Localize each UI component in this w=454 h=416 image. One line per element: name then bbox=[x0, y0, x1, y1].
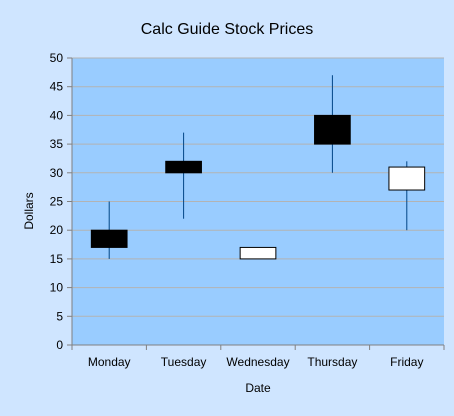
y-tick-label: 10 bbox=[50, 281, 64, 295]
x-tick-label: Friday bbox=[390, 355, 423, 369]
chart-title: Calc Guide Stock Prices bbox=[141, 21, 314, 38]
y-tick-label: 25 bbox=[50, 195, 64, 209]
candle-body bbox=[90, 229, 128, 248]
x-tick-label: Monday bbox=[88, 355, 131, 369]
candle-body bbox=[165, 160, 202, 174]
gridlines bbox=[72, 57, 444, 346]
y-tick-label: 50 bbox=[50, 51, 64, 65]
candles bbox=[90, 75, 426, 260]
y-tick-label: 20 bbox=[50, 223, 64, 237]
axes: 0 5 10 15 20 25 30 35 40 45 50 Monday Tuesday Wednesd… bbox=[50, 51, 445, 369]
y-tick-label: 5 bbox=[56, 309, 63, 323]
candle-body bbox=[388, 166, 426, 191]
candle-body bbox=[314, 114, 351, 145]
x-tick-label: Wednesday bbox=[226, 355, 289, 369]
y-axis-label: Dollars bbox=[22, 192, 36, 229]
candle-body bbox=[239, 246, 277, 260]
x-axis-label: Date bbox=[245, 381, 271, 395]
y-tick-label: 40 bbox=[50, 108, 64, 122]
y-tick-label: 15 bbox=[50, 252, 64, 266]
y-tick-label: 30 bbox=[50, 166, 64, 180]
y-tick-label: 45 bbox=[50, 80, 64, 94]
y-tick-label: 0 bbox=[56, 338, 63, 352]
x-tick-label: Thursday bbox=[307, 355, 357, 369]
y-tick-label: 35 bbox=[50, 137, 64, 151]
x-tick-label: Tuesday bbox=[161, 355, 207, 369]
